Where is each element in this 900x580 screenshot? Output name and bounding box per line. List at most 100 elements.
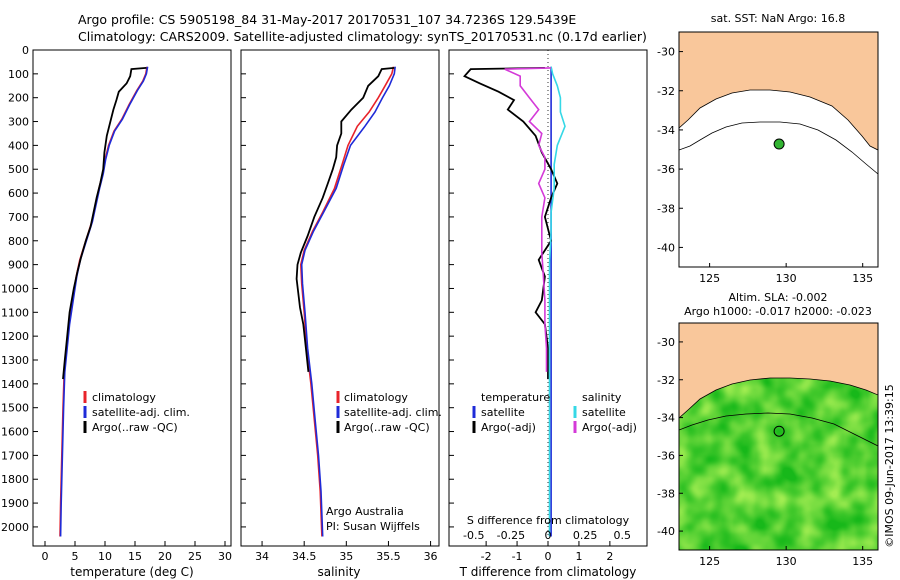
map-y-tick-label: -34 (657, 124, 675, 137)
map-x-tick-label: 130 (776, 272, 797, 285)
x-tick-label: 34 (255, 550, 269, 563)
y-tick-label: 200 (8, 92, 29, 105)
map-y-tick-label: -38 (657, 487, 675, 500)
legend-t-argo: Argo(-adj) (481, 421, 536, 434)
x-tick-label: 15 (128, 550, 142, 563)
top-x-tick-label: 0 (545, 529, 552, 542)
sla-title-line-2: Argo h1000: -0.017 h2000: -0.023 (684, 305, 872, 318)
salinity-x-label: salinity (317, 565, 360, 579)
map-x-tick-label: 130 (776, 555, 797, 568)
y-tick-label: 1800 (1, 473, 29, 486)
y-tick-label: 1100 (1, 306, 29, 319)
land-mass-coast (679, 32, 878, 151)
x-tick-label: 30 (218, 550, 232, 563)
header-line-2: Climatology: CARS2009. Satellite-adjuste… (78, 29, 647, 44)
x-tick-label: 35.5 (376, 550, 401, 563)
y-tick-label: 400 (8, 139, 29, 152)
x-tick-label: -1 (512, 550, 523, 563)
map-y-tick-label: -40 (657, 241, 675, 254)
top-x-tick-label: -0.5 (463, 529, 484, 542)
shelf-contour (679, 121, 878, 175)
map-y-tick-label: -36 (657, 449, 675, 462)
y-tick-label: 300 (8, 116, 29, 129)
sst-map-title: sat. SST: NaN Argo: 16.8 (711, 12, 845, 25)
x-tick-label: 0 (42, 550, 49, 563)
argo-location-marker (773, 425, 785, 437)
temperature-profile-panel: 0 5 10 15 20 25 300100200300400500600700800900… (1, 44, 232, 579)
imos-credit: ©IMOS 09-Jun-2017 13:39:15 (883, 384, 896, 548)
y-tick-label: 1500 (1, 402, 29, 415)
legend-salinity-title: salinity (582, 391, 622, 404)
map-y-tick-label: -30 (657, 336, 675, 349)
series-line-climatology (299, 66, 395, 537)
map-x-tick-label: 135 (852, 272, 873, 285)
top-x-tick-label: -0.25 (497, 529, 525, 542)
difference-legend: temperature salinity satellite Argo(-adj… (472, 391, 637, 434)
temperature-legend: climatology satellite-adj. clim. Argo(..… (83, 391, 190, 434)
legend-t-satellite: satellite (481, 406, 525, 419)
salinity-profile-panel: 34 34.5 35 35.5 36 salinity climatology sate… (240, 49, 442, 579)
legend-argo: Argo(..raw -QC) (344, 421, 430, 434)
series-line-argo (62, 67, 147, 380)
map-y-tick-label: -34 (657, 412, 675, 425)
x-tick-label: -2 (481, 550, 492, 563)
map-y-tick-label: -32 (657, 85, 675, 98)
map-y-tick-label: -38 (657, 202, 675, 215)
argo-location-marker (773, 138, 785, 150)
t-difference-label: T difference from climatology (459, 565, 637, 579)
temperature-x-label: temperature (deg C) (70, 565, 193, 579)
y-tick-label: 600 (8, 187, 29, 200)
legend-temperature-title: temperature (481, 391, 550, 404)
y-tick-label: 2000 (1, 521, 29, 534)
y-tick-label: 1900 (1, 497, 29, 510)
legend-satellite: satellite-adj. clim. (92, 406, 190, 419)
series-line-salinity_argo (504, 67, 552, 372)
x-tick-label: 0 (545, 550, 552, 563)
argo-credit-line-2: PI: Susan Wijffels (326, 520, 420, 533)
map-x-tick-label: 135 (852, 555, 873, 568)
y-tick-label: 100 (8, 68, 29, 81)
y-tick-label: 1700 (1, 449, 29, 462)
x-tick-label: 35 (339, 550, 353, 563)
series-line-argo (295, 67, 395, 372)
map-y-tick-label: -40 (657, 525, 675, 538)
top-x-tick-label: 0.5 (614, 529, 632, 542)
series-line-satellite (300, 66, 396, 537)
x-tick-label: 2 (606, 550, 613, 563)
map-y-tick-label: -36 (657, 163, 675, 176)
map-x-tick-label: 125 (699, 272, 720, 285)
argo-credit-line-1: Argo Australia (326, 505, 404, 518)
y-tick-label: 900 (8, 259, 29, 272)
y-tick-label: 1600 (1, 426, 29, 439)
legend-climatology: climatology (344, 391, 408, 404)
x-tick-label: 10 (98, 550, 112, 563)
y-tick-label: 1200 (1, 330, 29, 343)
y-tick-label: 700 (8, 211, 29, 224)
shelf-contour (679, 412, 878, 447)
legend-satellite: satellite-adj. clim. (344, 406, 442, 419)
difference-panel: -2 -1 0 1 2 -0.5 -0.25 0 0.25 0.5 S difference fr… (448, 49, 648, 579)
x-tick-label: 5 (72, 550, 79, 563)
legend-argo: Argo(..raw -QC) (92, 421, 178, 434)
map-x-tick-label: 125 (699, 555, 720, 568)
header-line-1: Argo profile: CS 5905198_84 31-May-2017 … (78, 12, 577, 27)
series-line-salinity_satellite (548, 66, 566, 537)
y-tick-label: 1300 (1, 354, 29, 367)
s-difference-label: S difference from climatology (467, 514, 630, 527)
y-tick-label: 0 (22, 44, 29, 57)
sla-map-panel: Altim. SLA: -0.002 Argo h1000: -0.017 h2… (657, 291, 879, 568)
salinity-legend: climatology satellite-adj. clim. Argo(..… (336, 391, 442, 434)
legend-s-argo: Argo(-adj) (582, 421, 637, 434)
x-tick-label: 36 (424, 550, 438, 563)
y-tick-label: 1400 (1, 378, 29, 391)
y-tick-label: 500 (8, 163, 29, 176)
sla-title-line-1: Altim. SLA: -0.002 (728, 291, 827, 304)
y-tick-label: 1000 (1, 282, 29, 295)
x-tick-label: 34.5 (292, 550, 317, 563)
map-y-tick-label: -32 (657, 374, 675, 387)
y-tick-label: 800 (8, 235, 29, 248)
x-tick-label: 1 (575, 550, 582, 563)
x-tick-label: 25 (188, 550, 202, 563)
top-x-tick-label: 0.25 (573, 529, 598, 542)
